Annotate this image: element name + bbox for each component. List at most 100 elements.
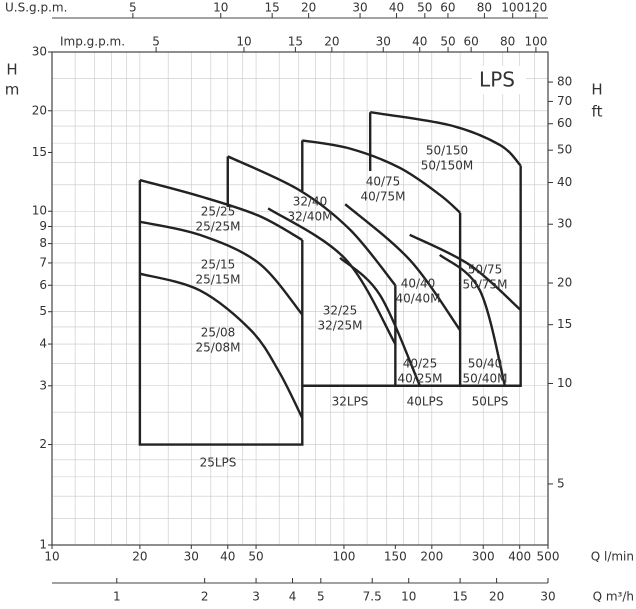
imp_gpm_axis-tick-label: 50 bbox=[440, 35, 455, 49]
y-axis-unit: m bbox=[5, 81, 20, 99]
y-tick-label: 6 bbox=[39, 278, 47, 292]
y2-tick-label: 60 bbox=[557, 116, 572, 130]
curve-label: 32/25M bbox=[318, 319, 363, 333]
pump-curve bbox=[339, 256, 421, 387]
y-tick-label: 3 bbox=[39, 378, 47, 392]
curve-label: 40/40 bbox=[401, 277, 436, 291]
m3h-axis-label: Q m³/h bbox=[593, 590, 634, 604]
pump-curve bbox=[344, 203, 462, 331]
y-tick-label: 2 bbox=[39, 437, 47, 451]
pump-curve bbox=[139, 178, 303, 242]
imp_gpm_axis-tick-label: 100 bbox=[524, 35, 547, 49]
imp_gpm_axis-tick-label: 60 bbox=[464, 35, 479, 49]
x-tick-label: 500 bbox=[537, 550, 560, 564]
curve-label: 50/40M bbox=[463, 372, 508, 386]
y2-tick-label: 50 bbox=[557, 143, 572, 157]
y-tick-label: 10 bbox=[32, 204, 47, 218]
m3h_axis-tick-label: 10 bbox=[401, 590, 416, 604]
y2-tick-label: 70 bbox=[557, 94, 572, 108]
y-axis-label: H bbox=[6, 61, 17, 79]
x-tick-label: 50 bbox=[248, 550, 263, 564]
curve-label: 32/40M bbox=[288, 210, 333, 224]
us_gpm_axis-tick-label: 15 bbox=[265, 1, 280, 15]
y-tick-label: 4 bbox=[39, 337, 47, 351]
y-tick-label: 20 bbox=[32, 103, 47, 117]
x-tick-label: 30 bbox=[184, 550, 199, 564]
range-label: 50LPS bbox=[472, 395, 509, 409]
y2-tick-label: 30 bbox=[557, 217, 572, 231]
m3h_axis-tick-label: 4 bbox=[289, 590, 297, 604]
us_gpm_axis-tick-label: 80 bbox=[477, 1, 492, 15]
pump-curve bbox=[439, 253, 507, 387]
curve-label: 40/25M bbox=[398, 372, 443, 386]
us_gpm_axis-tick-label: 100 bbox=[501, 1, 524, 15]
us_gpm_axis-tick-label: 40 bbox=[389, 1, 404, 15]
curve-label: 25/25M bbox=[196, 220, 241, 234]
m3h_axis-tick-label: 7.5 bbox=[363, 590, 382, 604]
y-tick-label: 15 bbox=[32, 145, 47, 159]
imp_gpm_axis-tick-label: 40 bbox=[412, 35, 427, 49]
range-outline bbox=[368, 112, 522, 387]
y2-axis-unit: ft bbox=[592, 103, 603, 121]
y-tick-label: 1 bbox=[39, 538, 47, 552]
curve-label: 25/08 bbox=[201, 326, 236, 340]
curve-label: 25/15M bbox=[196, 273, 241, 287]
m3h_axis-tick-label: 5 bbox=[317, 590, 325, 604]
curve-label: 50/75M bbox=[463, 278, 508, 292]
x-tick-label: 400 bbox=[508, 550, 531, 564]
x-tick-label: 150 bbox=[384, 550, 407, 564]
y-tick-label: 5 bbox=[39, 304, 47, 318]
us_gpm_axis-tick-label: 50 bbox=[417, 1, 432, 15]
curve-label: 50/75 bbox=[468, 263, 503, 277]
range-label: 32LPS bbox=[332, 395, 369, 409]
x-tick-label: 40 bbox=[220, 550, 235, 564]
pump-curve bbox=[267, 207, 397, 345]
y2-tick-label: 20 bbox=[557, 275, 572, 289]
us_gpm_axis-tick-label: 20 bbox=[301, 1, 316, 15]
x-tick-label: 200 bbox=[420, 550, 443, 564]
m3h_axis-tick-label: 15 bbox=[452, 590, 467, 604]
imp-gpm-label: Imp.g.p.m. bbox=[60, 35, 125, 49]
curve-label: 50/150 bbox=[426, 144, 468, 158]
x-tick-label: 20 bbox=[132, 550, 147, 564]
y2-tick-label: 10 bbox=[557, 376, 572, 390]
y-tick-label: 30 bbox=[32, 45, 47, 59]
pump-curve bbox=[139, 272, 304, 419]
pump-curve bbox=[227, 155, 397, 287]
curve-label: 32/40 bbox=[293, 195, 328, 209]
y2-tick-label: 15 bbox=[557, 317, 572, 331]
plot-border bbox=[51, 51, 549, 546]
pump-curve bbox=[369, 111, 522, 167]
y2-tick-label: 40 bbox=[557, 175, 572, 189]
plot-area bbox=[52, 52, 548, 545]
curve-label: 40/75 bbox=[366, 175, 401, 189]
curve-label: 40/40M bbox=[396, 292, 441, 306]
curve-label: 25/25 bbox=[201, 205, 236, 219]
x-tick-label: 10 bbox=[44, 550, 59, 564]
us_gpm_axis-tick-label: 10 bbox=[213, 1, 228, 15]
imp_gpm_axis-tick-label: 20 bbox=[324, 35, 339, 49]
m3h_axis-tick-label: 1 bbox=[113, 590, 121, 604]
curves bbox=[138, 111, 522, 446]
y-tick-label: 8 bbox=[39, 236, 47, 250]
x-tick-label: 300 bbox=[472, 550, 495, 564]
imp_gpm_axis-tick-label: 80 bbox=[500, 35, 515, 49]
x-tick-label: 100 bbox=[332, 550, 355, 564]
us_gpm_axis-tick-label: 120 bbox=[524, 1, 547, 15]
y2-tick-label: 5 bbox=[557, 476, 565, 490]
us_gpm_axis-tick-label: 30 bbox=[352, 1, 367, 15]
y2-axis-label: H bbox=[591, 81, 602, 99]
pump-curve bbox=[139, 220, 304, 316]
range-label: 25LPS bbox=[200, 456, 237, 470]
pump-curve bbox=[302, 139, 461, 214]
curve-label: 32/25 bbox=[323, 304, 358, 318]
pump-curve bbox=[409, 233, 522, 311]
range-label: 40LPS bbox=[407, 395, 444, 409]
m3h_axis-tick-label: 20 bbox=[489, 590, 504, 604]
curve-label: 40/75M bbox=[361, 190, 406, 204]
y-tick-label: 9 bbox=[39, 219, 47, 233]
curve-label: 25/15 bbox=[201, 258, 236, 272]
imp_gpm_axis-tick-label: 10 bbox=[236, 35, 251, 49]
m3h_axis-tick-label: 30 bbox=[540, 590, 555, 604]
